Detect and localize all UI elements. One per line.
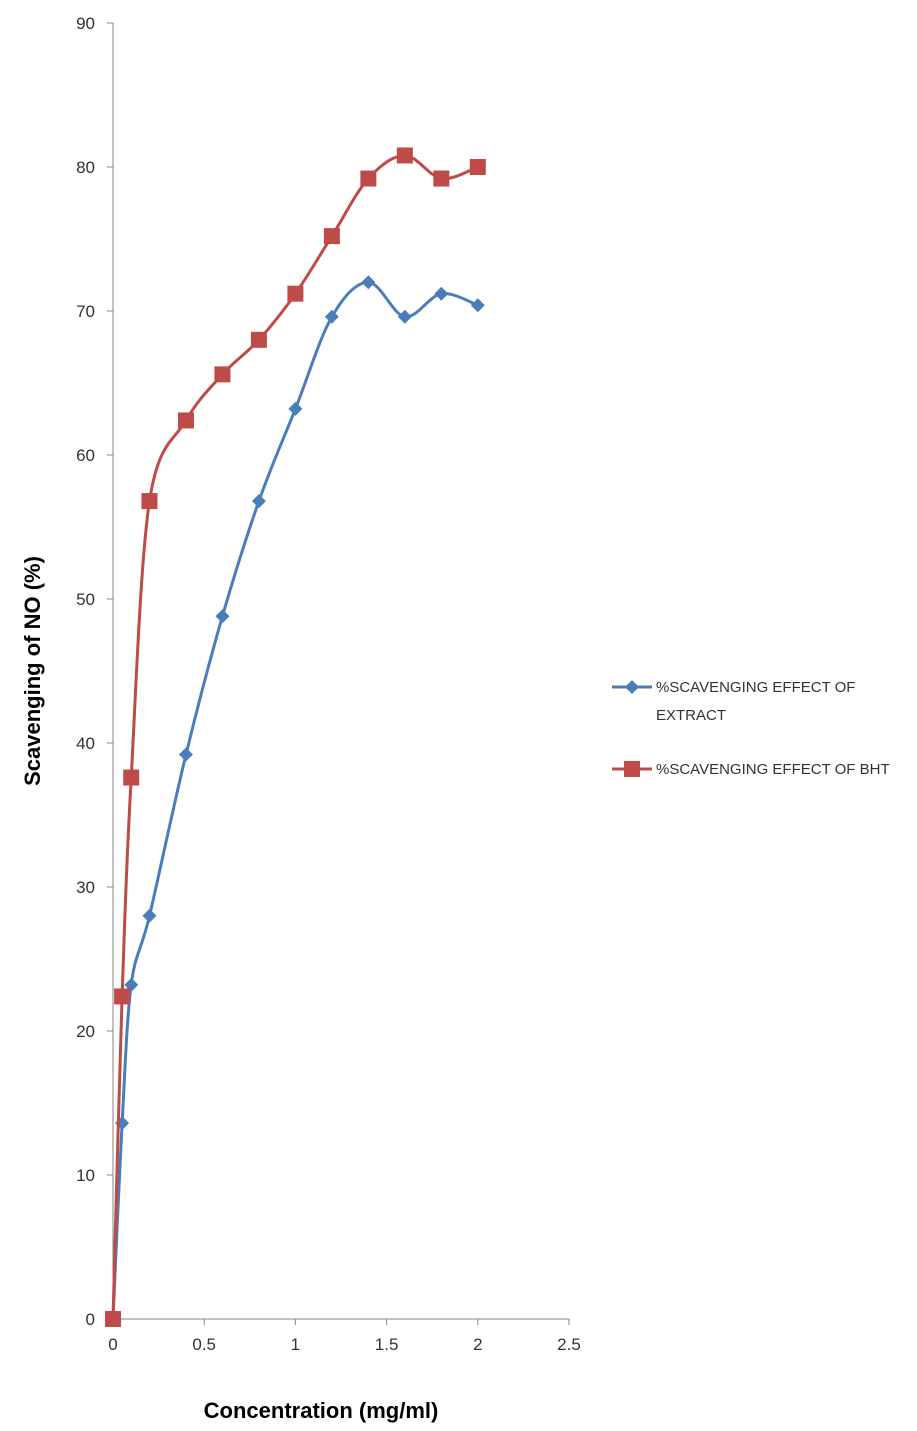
data-point [434,286,449,301]
y-tick-label: 60 [76,446,95,465]
x-tick-label: 1.5 [375,1335,399,1354]
data-point [470,298,485,313]
data-point [141,493,158,510]
y-tick-label: 30 [76,878,95,897]
data-point [177,412,194,429]
data-point [360,170,377,187]
legend-label: %SCAVENGING EFFECT OF EXTRACT [656,679,855,724]
legend-item: %SCAVENGING EFFECT OF EXTRACT [612,679,855,724]
legend-label-line: %SCAVENGING EFFECT OF BHT [656,761,890,778]
x-tick-label: 1 [291,1335,300,1354]
legend-item: %SCAVENGING EFFECT OF BHT [612,761,890,778]
series-bht [105,147,486,1327]
data-point [324,309,339,324]
data-point [124,977,139,992]
legend-label-line: %SCAVENGING EFFECT OF [656,679,855,696]
legend: %SCAVENGING EFFECT OF EXTRACT%SCAVENGING … [612,679,890,778]
data-point [287,285,304,302]
y-tick-label: 40 [76,734,95,753]
legend-label-line: EXTRACT [656,707,726,724]
data-point [433,170,450,187]
data-point [105,1311,121,1327]
plot-area [105,147,486,1327]
data-point [469,159,486,175]
data-point [215,609,230,624]
y-tick-label: 70 [76,302,95,321]
data-point [214,366,231,383]
data-point [142,908,157,923]
data-point [178,747,193,762]
data-point [123,769,140,786]
data-point [250,331,267,348]
y-tick-label: 90 [76,14,95,33]
x-axis: 0 0.5 1 1.5 2 2.5 [108,1318,581,1354]
series-extract [106,275,485,1326]
data-point [323,228,340,245]
y-tick-label: 10 [76,1166,95,1185]
y-tick-label: 80 [76,158,95,177]
data-point [397,309,412,324]
y-axis: 0 10 20 30 40 50 60 70 80 90 [76,14,114,1329]
x-tick-label: 0 [108,1335,117,1354]
legend-marker [624,761,640,777]
x-tick-label: 2.5 [557,1335,581,1354]
legend-marker [625,680,639,694]
x-axis-title: Concentration (mg/ml) [204,1398,439,1423]
y-tick-label: 50 [76,590,95,609]
x-tick-label: 2 [473,1335,482,1354]
legend-label: %SCAVENGING EFFECT OF BHT [656,761,890,778]
data-point [288,401,303,416]
data-point [361,275,376,290]
y-tick-label: 0 [86,1310,95,1329]
data-point [396,147,413,164]
series-line [111,153,479,1320]
data-point [114,988,131,1005]
series-line [111,280,479,1320]
y-axis-title: Scavenging of NO (%) [20,556,45,786]
y-tick-label: 20 [76,1022,95,1041]
x-tick-label: 0.5 [192,1335,216,1354]
data-point [251,494,266,509]
